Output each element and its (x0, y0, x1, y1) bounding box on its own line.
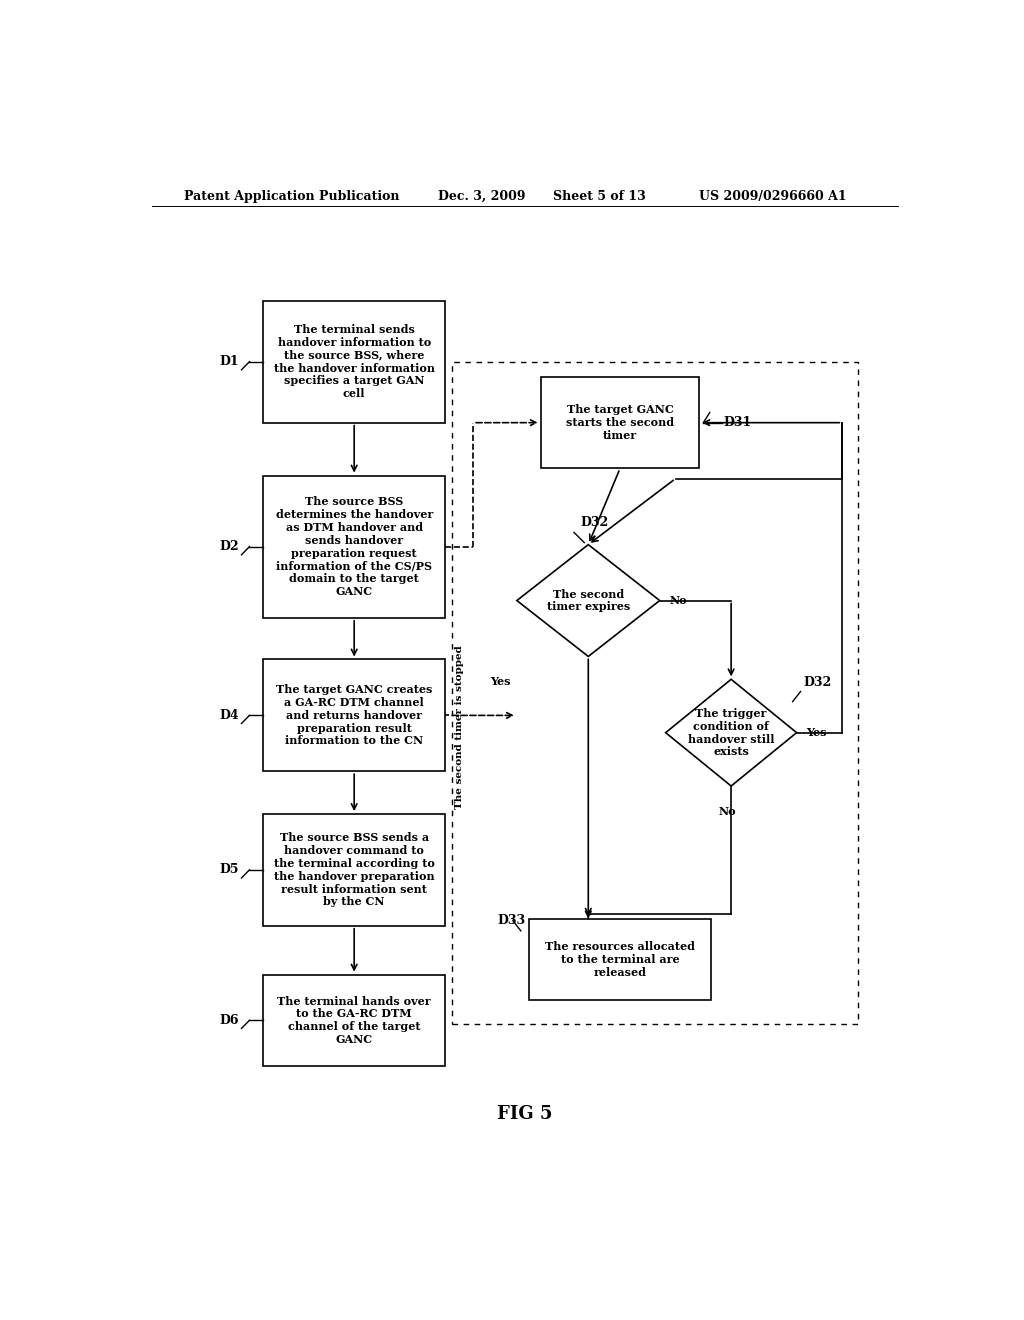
Text: The resources allocated
to the terminal are
released: The resources allocated to the terminal … (545, 941, 695, 978)
Polygon shape (666, 680, 797, 785)
Text: FIG 5: FIG 5 (497, 1105, 553, 1123)
Text: D32: D32 (581, 516, 608, 529)
FancyBboxPatch shape (541, 378, 699, 469)
Text: The source BSS sends a
handover command to
the terminal according to
the handove: The source BSS sends a handover command … (273, 833, 434, 907)
FancyBboxPatch shape (528, 919, 712, 1001)
Text: D2: D2 (220, 540, 240, 553)
Text: Patent Application Publication: Patent Application Publication (183, 190, 399, 202)
Text: D6: D6 (220, 1014, 240, 1027)
Text: The trigger
condition of
handover still
exists: The trigger condition of handover still … (688, 708, 774, 758)
FancyBboxPatch shape (263, 660, 445, 771)
Text: US 2009/0296660 A1: US 2009/0296660 A1 (699, 190, 847, 202)
Text: The second
timer expires: The second timer expires (547, 589, 630, 612)
Text: D33: D33 (497, 915, 525, 927)
Text: D32: D32 (803, 676, 831, 689)
Text: The target GANC
starts the second
timer: The target GANC starts the second timer (566, 404, 674, 441)
Text: The source BSS
determines the handover
as DTM handover and
sends handover
prepar: The source BSS determines the handover a… (275, 496, 433, 597)
Text: D4: D4 (220, 709, 240, 722)
FancyBboxPatch shape (263, 475, 445, 618)
Text: D31: D31 (723, 416, 752, 429)
FancyBboxPatch shape (263, 814, 445, 925)
Text: D1: D1 (220, 355, 240, 368)
FancyBboxPatch shape (263, 301, 445, 422)
Text: Dec. 3, 2009: Dec. 3, 2009 (437, 190, 525, 202)
Text: The second timer is stopped: The second timer is stopped (456, 645, 464, 809)
Text: No: No (719, 807, 736, 817)
Text: No: No (670, 595, 687, 606)
Text: The terminal hands over
to the GA-RC DTM
channel of the target
GANC: The terminal hands over to the GA-RC DTM… (278, 995, 431, 1045)
Text: D5: D5 (220, 863, 240, 876)
Text: Yes: Yes (490, 676, 511, 688)
Polygon shape (517, 545, 659, 656)
Text: The target GANC creates
a GA-RC DTM channel
and returns handover
preparation res: The target GANC creates a GA-RC DTM chan… (276, 684, 432, 747)
Text: The terminal sends
handover information to
the source BSS, where
the handover in: The terminal sends handover information … (273, 325, 434, 399)
Text: Yes: Yes (806, 727, 826, 738)
FancyBboxPatch shape (263, 974, 445, 1067)
Text: Sheet 5 of 13: Sheet 5 of 13 (553, 190, 645, 202)
